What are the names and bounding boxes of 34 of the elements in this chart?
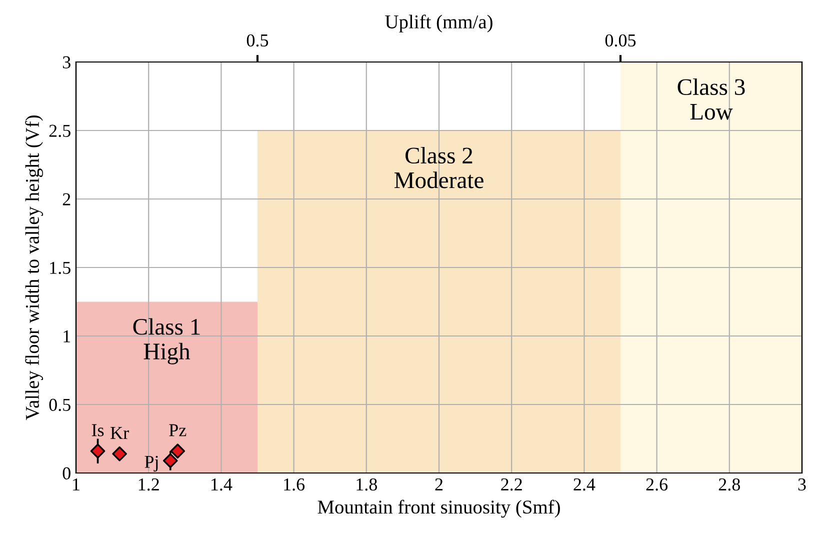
y-tick-label: 2 xyxy=(62,193,70,206)
x2-tick-label: 0.05 xyxy=(605,34,636,47)
annotation: Kr xyxy=(110,427,129,439)
y-tick-label: 0 xyxy=(62,467,70,480)
x-tick-label: 2 xyxy=(435,478,443,490)
x-tick-label: 1.2 xyxy=(138,478,159,491)
y-tick-label: 3 xyxy=(62,56,70,68)
y-tick-label: 1.5 xyxy=(50,262,70,274)
x-tick-label: 1.8 xyxy=(356,478,377,491)
point xyxy=(90,444,106,459)
annotation: Pz xyxy=(169,424,186,436)
annotation: Pj xyxy=(144,456,158,472)
point xyxy=(112,446,127,462)
x-tick-label: 2.4 xyxy=(574,478,596,491)
annotation: Class 2 Moderate xyxy=(394,146,484,188)
x-tick-label: 1.4 xyxy=(212,478,232,491)
x2-tick-label: 0.5 xyxy=(246,34,268,47)
annotation: Class 3 Low xyxy=(678,78,745,120)
point xyxy=(162,453,178,468)
y-tick-label: 2.5 xyxy=(49,124,70,138)
y-axis-title: Valley floor width to valley height (Vf) xyxy=(25,116,44,420)
y-tick-label: 0.5 xyxy=(49,398,70,412)
x-tick-label: 2.6 xyxy=(646,478,668,491)
x-tick-label: 2.2 xyxy=(501,478,522,491)
y-tick-label: 1 xyxy=(64,330,70,342)
x-tick-label: 1 xyxy=(73,478,80,490)
x-axis-title: Mountain front sinuosity (Smf) xyxy=(318,500,560,518)
annotation: Class 1 High xyxy=(133,318,200,364)
x2-axis-title: Uplift (mm/a) xyxy=(385,14,492,32)
x-tick-label: 3 xyxy=(798,478,806,491)
annotation: Is xyxy=(92,424,104,436)
x-tick-label: 1.6 xyxy=(284,478,305,491)
x-tick-label: 2.8 xyxy=(718,478,740,491)
point xyxy=(170,444,186,459)
